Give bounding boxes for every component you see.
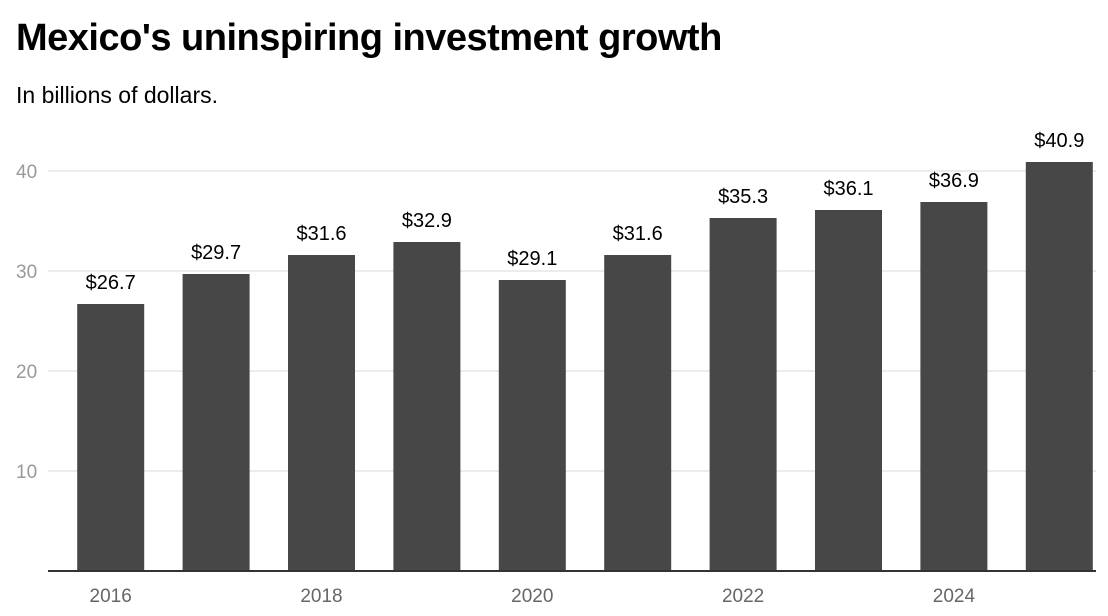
y-tick-label-40: 40: [16, 162, 37, 183]
x-tick-label-2020: 2020: [511, 586, 553, 607]
bar-2024: [920, 202, 988, 571]
axes: 10 20 30 40 2016 2018 2020 2022 2024: [16, 162, 1096, 607]
chart-title: Mexico's uninspiring investment growth: [16, 17, 722, 59]
bar-2020: [498, 280, 566, 571]
y-tick-label-20: 20: [16, 362, 37, 383]
data-label-2020: $29.1: [507, 248, 557, 270]
x-tick-label-2018: 2018: [300, 586, 342, 607]
chart-subtitle: In billions of dollars.: [16, 82, 218, 108]
bar-2019: [393, 242, 461, 571]
x-tick-label-2016: 2016: [90, 586, 132, 607]
data-label-2022: $35.3: [718, 186, 768, 208]
data-label-2017: $29.7: [191, 242, 241, 264]
data-label-2025: $40.9: [1034, 130, 1084, 152]
data-label-2023: $36.1: [823, 178, 873, 200]
bars: [77, 162, 1093, 571]
bar-2022: [709, 218, 777, 571]
data-label-2016: $26.7: [86, 272, 136, 294]
x-tick-label-2024: 2024: [933, 586, 976, 607]
data-label-2024: $36.9: [929, 170, 979, 192]
data-labels: $26.7 $29.7 $31.6 $32.9 $29.1 $31.6 $35.3 $36.1…: [86, 130, 1085, 294]
x-tick-label-2022: 2022: [722, 586, 764, 607]
y-tick-label-30: 30: [16, 262, 37, 283]
bar-2017: [182, 274, 250, 571]
bar-2023: [815, 210, 882, 571]
y-tick-label-10: 10: [16, 462, 37, 483]
bar-2018: [288, 255, 355, 571]
data-label-2019: $32.9: [402, 210, 452, 232]
data-label-2021: $31.6: [613, 223, 663, 245]
bar-2021: [604, 255, 672, 571]
bar-2025: [1025, 162, 1093, 571]
data-label-2018: $31.6: [296, 223, 346, 245]
bar-2016: [77, 304, 145, 571]
